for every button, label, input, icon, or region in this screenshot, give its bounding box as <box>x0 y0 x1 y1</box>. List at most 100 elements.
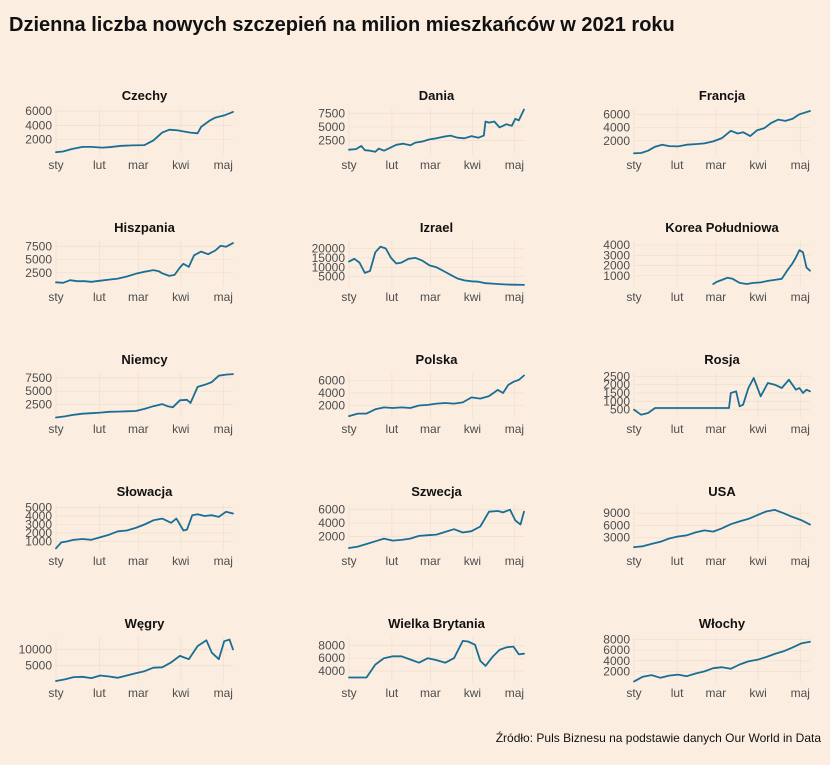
x-tick-label: mar <box>706 686 727 700</box>
x-tick-label: lut <box>93 554 106 568</box>
y-tick-label: 5000 <box>318 120 345 134</box>
y-tick-label: 6000 <box>603 643 630 657</box>
y-tick-label: 3000 <box>603 248 630 262</box>
y-tick-label: 1000 <box>25 535 52 549</box>
series-line <box>712 249 811 285</box>
x-tick-label: kwi <box>172 422 189 436</box>
x-tick-label: kwi <box>464 158 481 172</box>
series-line <box>633 377 811 416</box>
y-tick-label: 2500 <box>25 398 52 412</box>
y-tick-label: 2000 <box>25 526 52 540</box>
y-tick-label: 2000 <box>603 134 630 148</box>
y-tick-label: 5000 <box>25 659 52 673</box>
y-tick-label: 4000 <box>603 121 630 135</box>
y-tick-label: 5000 <box>25 253 52 267</box>
series-line <box>633 640 811 683</box>
x-tick-label: mar <box>420 422 441 436</box>
y-tick-label: 2000 <box>603 378 630 392</box>
y-tick-label: 2500 <box>318 133 345 147</box>
x-tick-label: maj <box>505 158 524 172</box>
series-line <box>55 242 234 284</box>
panel-title: Rosja <box>704 352 740 367</box>
y-tick-label: 6000 <box>318 503 345 517</box>
x-tick-label: sty <box>626 158 641 172</box>
panel-title: Korea Południowa <box>665 220 779 235</box>
x-tick-label: kwi <box>464 554 481 568</box>
y-tick-label: 1000 <box>603 394 630 408</box>
x-tick-label: sty <box>341 422 356 436</box>
y-tick-label: 7500 <box>25 371 52 385</box>
x-tick-label: sty <box>626 554 641 568</box>
x-tick-label: kwi <box>464 422 481 436</box>
y-tick-label: 4000 <box>318 664 345 678</box>
panel-title: Francja <box>699 88 746 103</box>
x-tick-label: sty <box>48 686 63 700</box>
x-tick-label: sty <box>341 686 356 700</box>
panel-title: Polska <box>416 352 459 367</box>
x-tick-label: mar <box>420 290 441 304</box>
series-line <box>55 510 234 550</box>
x-tick-label: maj <box>791 422 810 436</box>
y-tick-label: 10000 <box>19 642 53 656</box>
x-tick-label: maj <box>214 290 233 304</box>
y-tick-label: 7500 <box>25 239 52 253</box>
x-tick-label: sty <box>626 422 641 436</box>
x-tick-label: maj <box>791 686 810 700</box>
y-tick-label: 2500 <box>603 369 630 383</box>
y-tick-label: 8000 <box>603 633 630 647</box>
y-tick-label: 1000 <box>603 269 630 283</box>
y-tick-label: 5000 <box>25 501 52 515</box>
x-tick-label: maj <box>791 554 810 568</box>
y-tick-label: 4000 <box>25 509 52 523</box>
y-tick-label: 1500 <box>603 386 630 400</box>
y-tick-label: 5000 <box>25 384 52 398</box>
x-tick-label: mar <box>420 554 441 568</box>
x-tick-label: kwi <box>464 290 481 304</box>
panel-title: Niemcy <box>121 352 168 367</box>
x-tick-label: lut <box>386 290 399 304</box>
x-tick-label: maj <box>214 158 233 172</box>
panel-title: Hiszpania <box>114 220 175 235</box>
x-tick-label: mar <box>706 158 727 172</box>
x-tick-label: sty <box>626 686 641 700</box>
x-tick-label: lut <box>671 290 684 304</box>
x-tick-label: lut <box>671 158 684 172</box>
panel-title: Szwecja <box>411 484 462 499</box>
y-tick-label: 2000 <box>318 530 345 544</box>
x-tick-label: mar <box>128 554 149 568</box>
x-tick-label: kwi <box>749 290 766 304</box>
x-tick-label: lut <box>93 686 106 700</box>
y-tick-label: 6000 <box>603 107 630 121</box>
y-tick-label: 6000 <box>318 374 345 388</box>
y-tick-label: 3000 <box>25 518 52 532</box>
y-tick-label: 2500 <box>25 266 52 280</box>
y-tick-label: 6000 <box>603 518 630 532</box>
x-tick-label: sty <box>341 290 356 304</box>
y-tick-label: 20000 <box>312 242 346 256</box>
x-tick-label: mar <box>128 158 149 172</box>
x-tick-label: lut <box>93 290 106 304</box>
x-tick-label: lut <box>386 554 399 568</box>
x-tick-label: mar <box>128 290 149 304</box>
panel-title: Włochy <box>699 616 746 631</box>
y-tick-label: 5000 <box>318 270 345 284</box>
x-tick-label: kwi <box>172 158 189 172</box>
x-tick-label: maj <box>791 158 810 172</box>
x-tick-label: sty <box>48 422 63 436</box>
x-tick-label: kwi <box>749 554 766 568</box>
y-tick-label: 9000 <box>603 506 630 520</box>
series-line <box>55 111 234 154</box>
x-tick-label: lut <box>671 554 684 568</box>
series-line <box>633 508 811 548</box>
x-tick-label: lut <box>93 158 106 172</box>
x-tick-label: maj <box>505 422 524 436</box>
series-line <box>633 110 811 155</box>
